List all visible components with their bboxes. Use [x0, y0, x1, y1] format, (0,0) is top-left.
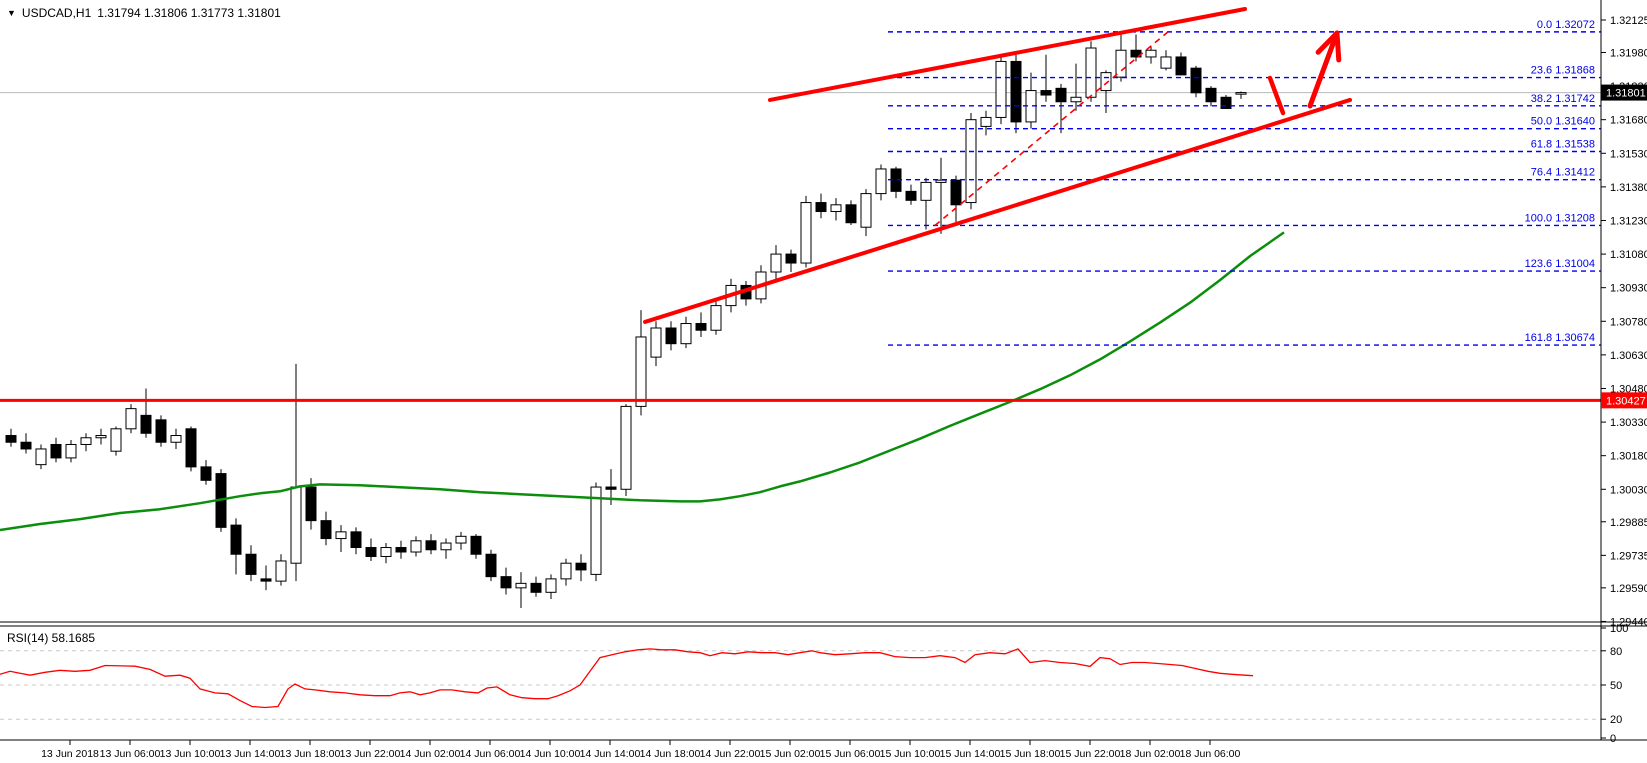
time-axis[interactable]: 13 Jun 2018 13 Jun 06:00 13 Jun 10:00 13 Ju…: [41, 740, 1241, 760]
svg-text:14 Jun 22:00: 14 Jun 22:00: [700, 748, 761, 760]
rsi-line: [0, 648, 1254, 709]
svg-text:1.29440: 1.29440: [1610, 616, 1647, 628]
svg-text:50: 50: [1610, 680, 1622, 692]
svg-text:0: 0: [1610, 733, 1616, 745]
channel-upper-trendline[interactable]: [768, 7, 1247, 102]
symbol-dropdown-icon[interactable]: ▼: [7, 8, 16, 18]
svg-text:20: 20: [1610, 714, 1622, 726]
svg-text:15 Jun 02:00: 15 Jun 02:00: [760, 748, 821, 760]
svg-text:80: 80: [1610, 646, 1622, 658]
svg-text:123.6 1.31004: 123.6 1.31004: [1525, 258, 1595, 270]
svg-text:14 Jun 06:00: 14 Jun 06:00: [460, 748, 521, 760]
svg-text:161.8 1.30674: 161.8 1.30674: [1525, 332, 1595, 344]
moving-average-line: [0, 231, 1285, 532]
svg-text:14 Jun 10:00: 14 Jun 10:00: [520, 748, 581, 760]
svg-text:100.0 1.31208: 100.0 1.31208: [1525, 212, 1595, 224]
channel-lower-trendline[interactable]: [643, 97, 1352, 324]
svg-text:1.30780: 1.30780: [1610, 316, 1647, 328]
svg-text:13 Jun 10:00: 13 Jun 10:00: [160, 748, 221, 760]
svg-text:13 Jun 14:00: 13 Jun 14:00: [220, 748, 281, 760]
svg-text:1.31680: 1.31680: [1610, 115, 1647, 127]
symbol-timeframe-label: USDCAD,H1: [21, 6, 92, 20]
rsi-indicator-label: RSI(14) 58.1685: [7, 631, 96, 645]
svg-text:38.2 1.31742: 38.2 1.31742: [1531, 93, 1595, 105]
svg-text:1.32125: 1.32125: [1610, 15, 1647, 27]
ohlc-readout: 1.31794 1.31806 1.31773 1.31801: [97, 6, 281, 20]
svg-text:0.0 1.32072: 0.0 1.32072: [1537, 19, 1595, 31]
svg-text:1.31980: 1.31980: [1610, 47, 1647, 59]
support-price-tag: 1.30427: [1601, 392, 1647, 409]
svg-text:14 Jun 14:00: 14 Jun 14:00: [580, 748, 641, 760]
panel-borders: [0, 0, 1647, 741]
svg-text:1.30330: 1.30330: [1610, 417, 1647, 429]
svg-text:15 Jun 22:00: 15 Jun 22:00: [1060, 748, 1121, 760]
svg-text:1.31080: 1.31080: [1610, 249, 1647, 261]
chart-title: ▼ USDCAD,H1 1.31794 1.31806 1.31773 1.31…: [7, 6, 281, 20]
svg-text:13 Jun 22:00: 13 Jun 22:00: [340, 748, 401, 760]
candles-layer: [5, 32, 1247, 608]
projection-arrow-drawing[interactable]: [1267, 30, 1342, 116]
svg-text:1.30930: 1.30930: [1610, 283, 1647, 295]
svg-text:1.31380: 1.31380: [1610, 182, 1647, 194]
svg-text:1.30180: 1.30180: [1610, 451, 1647, 463]
svg-text:1.29735: 1.29735: [1610, 550, 1647, 562]
svg-text:14 Jun 02:00: 14 Jun 02:00: [400, 748, 461, 760]
svg-text:1.30030: 1.30030: [1610, 484, 1647, 496]
svg-text:18 Jun 06:00: 18 Jun 06:00: [1180, 748, 1241, 760]
svg-text:13 Jun 2018: 13 Jun 2018: [41, 748, 99, 760]
svg-text:1.31230: 1.31230: [1610, 215, 1647, 227]
svg-text:100: 100: [1610, 623, 1628, 635]
svg-text:13 Jun 18:00: 13 Jun 18:00: [280, 748, 341, 760]
fibonacci-retracement[interactable]: 0.0 1.32072 23.6 1.31868 38.2 1.31742 50.0 …: [888, 19, 1601, 346]
current-price-tag: 1.31801: [1601, 84, 1647, 101]
svg-text:13 Jun 06:00: 13 Jun 06:00: [100, 748, 161, 760]
svg-text:1.30630: 1.30630: [1610, 350, 1647, 362]
svg-text:15 Jun 10:00: 15 Jun 10:00: [880, 748, 941, 760]
svg-text:23.6 1.31868: 23.6 1.31868: [1531, 65, 1595, 77]
rsi-panel: [0, 648, 1601, 720]
svg-text:1.30427: 1.30427: [1606, 395, 1646, 407]
svg-text:50.0 1.31640: 50.0 1.31640: [1531, 116, 1595, 128]
svg-text:15 Jun 06:00: 15 Jun 06:00: [820, 748, 881, 760]
svg-text:1.31801: 1.31801: [1606, 88, 1646, 100]
price-axis[interactable]: 1.321251.319801.318301.316801.315301.313…: [1601, 15, 1647, 628]
svg-text:76.4 1.31412: 76.4 1.31412: [1531, 167, 1595, 179]
svg-text:1.29590: 1.29590: [1610, 583, 1647, 595]
svg-text:15 Jun 14:00: 15 Jun 14:00: [940, 748, 1001, 760]
svg-text:1.31530: 1.31530: [1610, 148, 1647, 160]
svg-text:18 Jun 02:00: 18 Jun 02:00: [1120, 748, 1181, 760]
svg-text:14 Jun 18:00: 14 Jun 18:00: [640, 748, 701, 760]
svg-text:1.29885: 1.29885: [1610, 517, 1647, 529]
svg-text:15 Jun 18:00: 15 Jun 18:00: [1000, 748, 1061, 760]
svg-text:61.8 1.31538: 61.8 1.31538: [1531, 138, 1595, 150]
rsi-axis[interactable]: 100 80 50 20 0: [1601, 623, 1628, 745]
